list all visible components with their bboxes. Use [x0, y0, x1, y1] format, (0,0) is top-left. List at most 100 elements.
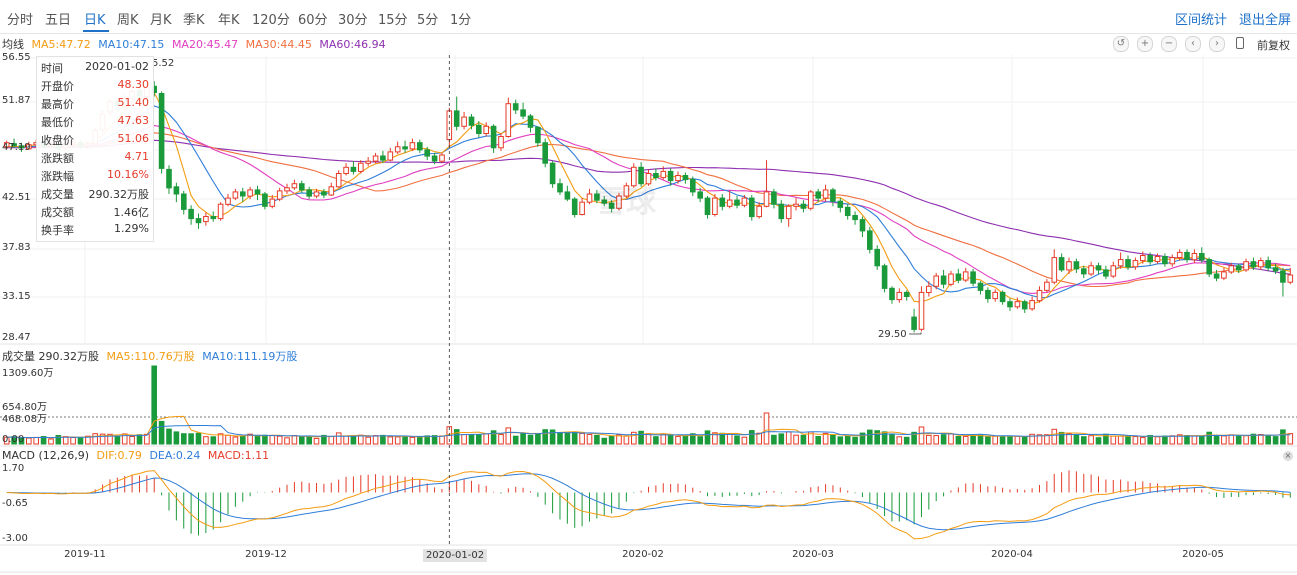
volume-bar: [1044, 434, 1050, 445]
zoom-out-icon[interactable]: −: [1161, 36, 1177, 52]
candle-body: [225, 197, 231, 205]
candle-body: [372, 155, 379, 162]
volume-tick-label: 654.80万: [2, 402, 47, 413]
candle-body: [962, 271, 969, 281]
tab-6[interactable]: 年K: [218, 13, 240, 28]
volume-bar: [1169, 435, 1176, 445]
tooltip-row: 涨跌额 4.71: [41, 150, 149, 168]
volume-bar: [549, 429, 556, 445]
volume-bar: [815, 436, 822, 445]
volume-bar: [741, 436, 748, 445]
tooltip-key: 涨跌额: [41, 152, 74, 165]
volume-bar: [881, 431, 888, 445]
volume-bar: [358, 434, 364, 445]
x-tick-label: 2020-04: [991, 549, 1033, 560]
candle-body: [527, 115, 534, 128]
volume-bar: [1117, 435, 1124, 445]
volume-bar: [918, 426, 925, 445]
candle-body: [498, 136, 504, 149]
volume-bar: [431, 435, 438, 445]
tab-10[interactable]: 15分: [378, 13, 408, 28]
volume-bar: [1162, 435, 1168, 445]
tab-2[interactable]: 日K: [84, 13, 106, 28]
volume-bar: [844, 435, 851, 445]
tooltip-key: 成交额: [41, 206, 74, 219]
volume-bar: [107, 433, 113, 445]
volume-bar: [232, 436, 239, 445]
scroll-left-icon[interactable]: ‹: [1185, 36, 1201, 52]
volume-bar: [852, 436, 858, 445]
volume-bar: [874, 430, 881, 445]
volume-bar: [985, 435, 991, 445]
volume-bar: [343, 435, 349, 445]
tab-12[interactable]: 1分: [450, 13, 472, 28]
volume-bar: [1154, 436, 1161, 445]
tooltip-row: 收盘价 51.06: [41, 132, 149, 150]
volume-bar: [785, 431, 792, 445]
tab-0[interactable]: 分时: [7, 13, 34, 28]
zoom-in-icon[interactable]: +: [1137, 36, 1153, 52]
volume-bar: [682, 435, 689, 445]
volume-bar: [675, 435, 681, 445]
candle-body: [1213, 273, 1220, 279]
candle-body: [203, 216, 209, 223]
volume-bar: [284, 437, 290, 445]
exit-fullscreen-link[interactable]: 退出全屏: [1239, 13, 1292, 28]
volume-bar: [1147, 435, 1154, 445]
tooltip-value: 51.06: [117, 132, 150, 145]
candle-body: [889, 287, 895, 301]
restore-rights-button[interactable]: 前复权: [1257, 39, 1290, 52]
volume-bar: [1014, 436, 1021, 445]
volume-bar: [453, 429, 460, 445]
tooltip-key: 开盘价: [41, 80, 74, 93]
tab-4[interactable]: 月K: [150, 13, 172, 28]
candle-body: [181, 193, 187, 210]
tab-8[interactable]: 60分: [298, 13, 328, 28]
x-tick-label: 2019-11: [64, 549, 106, 560]
candle-body: [844, 206, 851, 217]
volume-bar: [830, 434, 836, 445]
volume-bar: [335, 432, 342, 445]
volume-tick-label: 0.00: [2, 434, 25, 445]
candle-body: [26, 144, 32, 150]
tab-3[interactable]: 周K: [117, 13, 139, 28]
close-icon[interactable]: ×: [1283, 451, 1293, 461]
volume-bar: [372, 435, 379, 445]
candle-body: [505, 103, 512, 137]
price-tick-label: 56.55: [2, 52, 31, 63]
candle-body: [557, 183, 563, 193]
candle-body: [1184, 251, 1190, 261]
ma-legend-title: 均线: [2, 38, 24, 51]
candle-body: [690, 179, 696, 193]
volume-bar: [623, 435, 630, 445]
price-tick-label: 33.15: [2, 291, 31, 302]
tab-11[interactable]: 5分: [417, 13, 439, 28]
tooltip-value: 47.63: [117, 114, 150, 127]
volume-bar: [1021, 436, 1028, 445]
volume-bar: [1265, 435, 1272, 445]
volume-bar: [409, 436, 416, 445]
volume-bar: [114, 435, 121, 445]
ma10-value: MA10:47.15: [98, 38, 165, 51]
ma-legend: 均线 MA5:47.72 MA10:47.15 MA20:45.47 MA30:…: [2, 36, 390, 52]
interval-stats-link[interactable]: 区间统计: [1175, 13, 1228, 28]
candle-body: [1258, 260, 1264, 268]
candle-body: [712, 197, 718, 216]
volume-tick-label: 1309.60万: [2, 368, 54, 379]
candle-body: [1280, 270, 1286, 283]
volume-bar: [269, 434, 276, 445]
candle-body: [601, 199, 608, 204]
volume-bar: [291, 435, 298, 445]
candle-body: [461, 116, 467, 127]
scroll-right-icon[interactable]: ›: [1209, 36, 1225, 52]
volume-bar: [1176, 434, 1183, 445]
undo-icon[interactable]: ↺: [1113, 36, 1129, 52]
tab-1[interactable]: 五日: [45, 13, 72, 28]
candle-body: [1162, 256, 1168, 265]
tooltip-key: 收盘价: [41, 134, 74, 147]
volume-bar: [520, 433, 526, 445]
tab-9[interactable]: 30分: [338, 13, 368, 28]
tab-5[interactable]: 季K: [183, 13, 205, 28]
tab-7[interactable]: 120分: [252, 13, 290, 28]
